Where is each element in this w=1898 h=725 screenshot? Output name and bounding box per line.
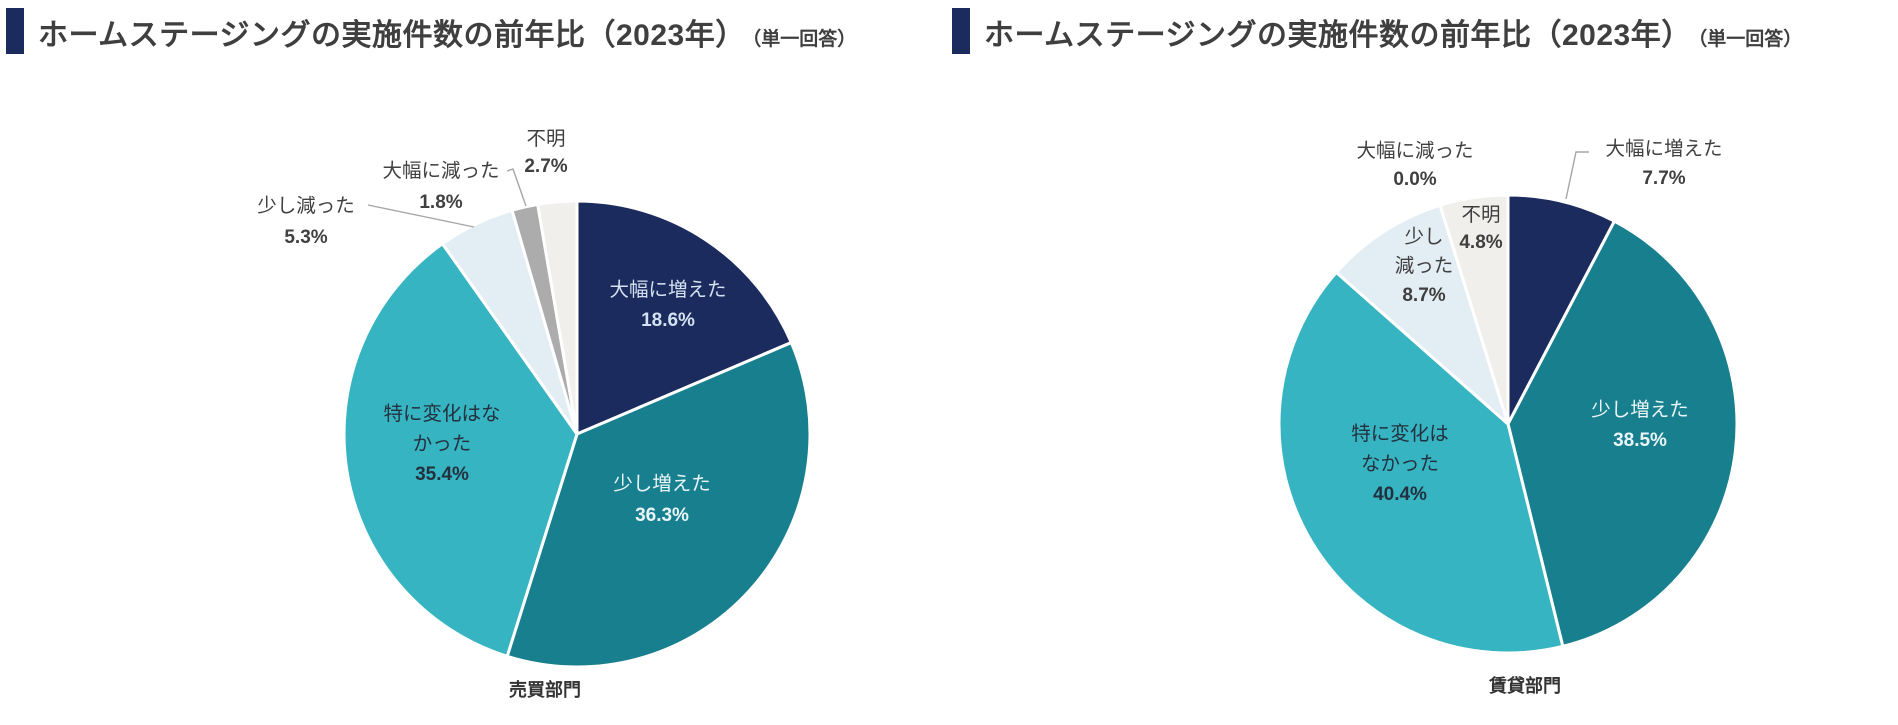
pie-1-label-greatly-decreased: 大幅に減った 0.0% (1356, 140, 1473, 190)
chart-title-left-subtitle: （単一回答） (751, 29, 857, 50)
pie-0-slice-greatly-increased (575, 199, 793, 436)
title-accent-bar-right (952, 8, 970, 54)
pie-1-label-slightly-decreased: 少し減った 8.7% (1395, 226, 1454, 306)
category-label-rental: 賃貸部門 (1489, 676, 1561, 696)
pie-0-slice-slightly-increased (505, 341, 812, 669)
pie-1-slice-unknown (1438, 193, 1510, 426)
pie-1-label-greatly-increased: 大幅に増えた 7.7% (1605, 138, 1722, 189)
pie-1-label-no-change: 特に変化はなかった 40.4% (1351, 423, 1449, 505)
pie-0-label-greatly-increased: 大幅に増えた 18.6% (609, 279, 726, 331)
pie-0-label-unknown: 不明 2.7% (524, 128, 567, 177)
chart-title-right: ホームステージングの実施件数の前年比（2023年） （単一回答） (984, 10, 1802, 54)
pie-0-slice-no-change (342, 242, 579, 658)
title-accent-bar-left (6, 8, 24, 54)
pie-0-slice-unknown (536, 199, 579, 436)
pie-0-leader-greatly-decreased (506, 168, 527, 207)
pie-1-leader-greatly-increased (1565, 151, 1589, 200)
chart-title-right-text: ホームステージングの実施件数の前年比（2023年） (984, 19, 1692, 52)
category-label-sales: 売買部門 (509, 680, 581, 700)
pie-0-label-slightly-increased: 少し増えた 36.3% (613, 473, 711, 526)
chart-title-right-subtitle: （単一回答） (1697, 29, 1803, 50)
pie-1-label-unknown: 不明 4.8% (1459, 204, 1502, 253)
chart-title-left-text: ホームステージングの実施件数の前年比（2023年） (38, 19, 746, 52)
pie-0-leader-slightly-decreased (367, 204, 475, 228)
pie-1-label-slightly-increased: 少し増えた 38.5% (1591, 399, 1689, 451)
pie-0-label-no-change: 特に変化はなかった 35.4% (383, 403, 500, 485)
pie-1-slice-slightly-decreased (1334, 203, 1510, 426)
pie-1-slice-slightly-increased (1506, 219, 1739, 648)
pie-1-slice-greatly-increased (1506, 193, 1616, 426)
pie-0-label-slightly-decreased: 少し減った 5.3% (257, 195, 355, 248)
pie-1-slice-no-change (1277, 270, 1565, 655)
chart-title-left: ホームステージングの実施件数の前年比（2023年） （単一回答） (38, 10, 856, 54)
pie-0-label-greatly-decreased: 大幅に減った 1.8% (382, 160, 499, 213)
